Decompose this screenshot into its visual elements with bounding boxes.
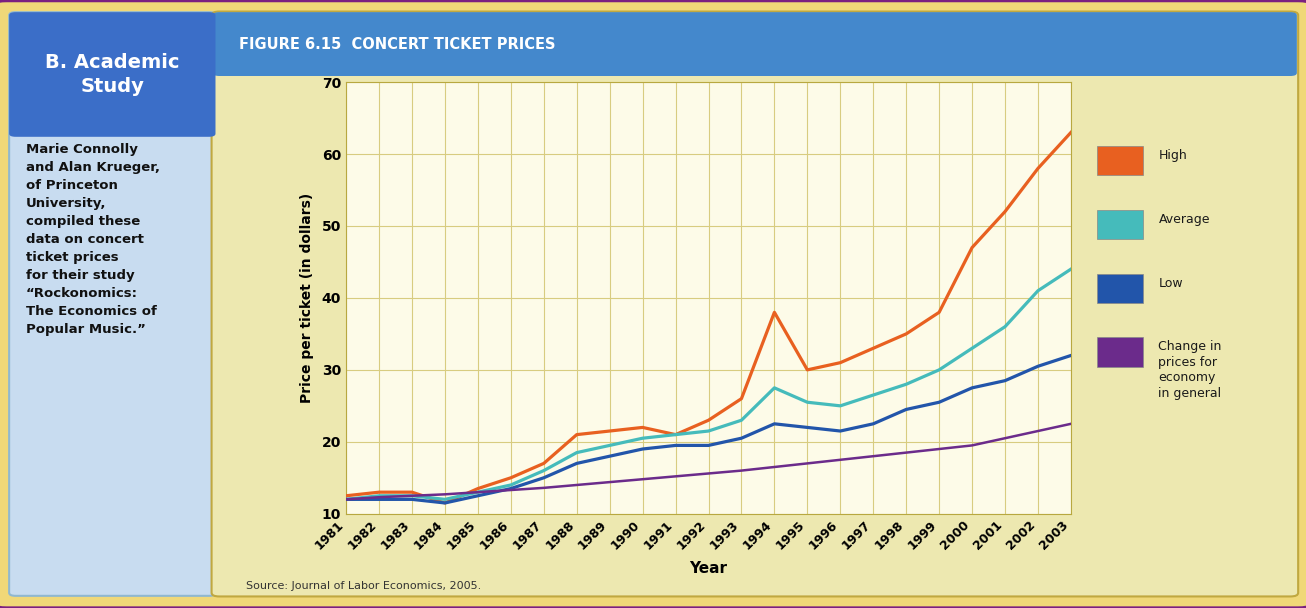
Bar [1097, 146, 1143, 175]
Bar [1097, 337, 1143, 367]
Text: B. Academic
Study: B. Academic Study [46, 54, 179, 95]
FancyBboxPatch shape [213, 12, 1297, 76]
Text: FIGURE 6.15  CONCERT TICKET PRICES: FIGURE 6.15 CONCERT TICKET PRICES [239, 36, 555, 52]
Text: Source: Journal of Labor Economics, 2005.: Source: Journal of Labor Economics, 2005… [246, 581, 481, 590]
FancyBboxPatch shape [9, 12, 215, 596]
Text: Average: Average [1158, 213, 1209, 226]
Text: Change in
prices for
economy
in general: Change in prices for economy in general [1158, 340, 1222, 400]
Bar [1097, 210, 1143, 239]
FancyBboxPatch shape [9, 12, 215, 137]
Bar [16, 15, 209, 134]
Text: Marie Connolly
and Alan Krueger,
of Princeton
University,
compiled these
data on: Marie Connolly and Alan Krueger, of Prin… [26, 143, 161, 336]
Y-axis label: Price per ticket (in dollars): Price per ticket (in dollars) [299, 193, 313, 403]
Text: High: High [1158, 149, 1187, 162]
X-axis label: Year: Year [690, 561, 727, 576]
Text: Low: Low [1158, 277, 1183, 289]
Bar [1097, 274, 1143, 303]
Bar [219, 15, 1290, 73]
FancyBboxPatch shape [212, 12, 1298, 596]
